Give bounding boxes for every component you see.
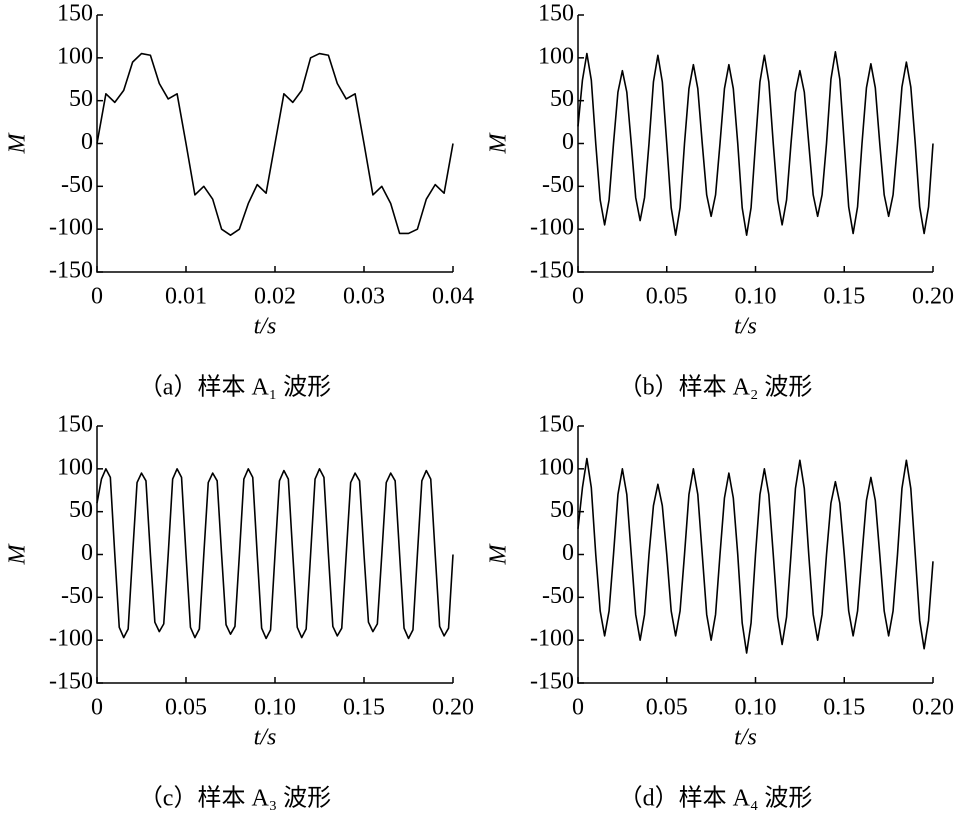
y-tick-label: 100 xyxy=(57,454,93,480)
y-tick-label: 150 xyxy=(57,1,93,27)
x-tick-label: 0.20 xyxy=(912,695,954,721)
x-tick-label: 0.05 xyxy=(646,695,688,721)
y-tick-label: -150 xyxy=(49,669,93,695)
x-tick-label: 0.03 xyxy=(343,284,385,310)
x-axis-label: t/s xyxy=(254,314,277,340)
y-tick-label: 0 xyxy=(81,129,93,155)
y-tick-label: -50 xyxy=(61,172,93,198)
caption: （b）样本 A₂ 波形 xyxy=(619,374,813,401)
y-tick-label: -150 xyxy=(49,258,93,284)
y-tick-label: -150 xyxy=(530,258,574,284)
caption: （d）样本 A₄ 波形 xyxy=(619,785,813,812)
x-tick-label: 0.15 xyxy=(823,284,865,310)
y-tick-label: -150 xyxy=(530,669,574,695)
wave-line xyxy=(577,457,934,654)
x-tick-label: 0.10 xyxy=(254,695,296,721)
y-tick-label: 50 xyxy=(69,86,93,112)
y-tick-label: 50 xyxy=(69,497,93,523)
y-tick-label: -100 xyxy=(530,626,574,652)
x-tick-label: 0.20 xyxy=(912,284,954,310)
x-tick-label: 0.02 xyxy=(254,284,296,310)
x-tick-label: 0 xyxy=(91,284,103,310)
x-axis-label: t/s xyxy=(734,725,757,751)
x-tick-label: 0.05 xyxy=(646,284,688,310)
y-axis-label: M xyxy=(486,543,512,566)
x-tick-label: 0.05 xyxy=(165,695,207,721)
y-tick-label: 150 xyxy=(57,412,93,438)
x-tick-label: 0 xyxy=(572,284,584,310)
x-tick-label: 0.10 xyxy=(735,284,777,310)
y-tick-label: 50 xyxy=(550,86,574,112)
y-tick-label: -100 xyxy=(49,626,93,652)
x-tick-label: 0.15 xyxy=(823,695,865,721)
y-axis-label: M xyxy=(5,132,31,155)
x-tick-label: 0.15 xyxy=(343,695,385,721)
x-axis-label: t/s xyxy=(734,314,757,340)
x-tick-label: 0 xyxy=(91,695,103,721)
x-axis-label: t/s xyxy=(254,725,277,751)
y-tick-label: 100 xyxy=(57,43,93,69)
y-tick-label: -100 xyxy=(49,215,93,241)
x-tick-label: 0.01 xyxy=(165,284,207,310)
wave-line xyxy=(577,51,934,236)
y-tick-label: 0 xyxy=(81,540,93,566)
y-axis-label: M xyxy=(486,132,512,155)
x-tick-label: 0 xyxy=(572,695,584,721)
y-tick-label: -50 xyxy=(542,172,574,198)
y-tick-label: 100 xyxy=(538,43,574,69)
x-tick-label: 0.10 xyxy=(735,695,777,721)
x-tick-label: 0.04 xyxy=(432,284,474,310)
caption: （a）样本 A₁ 波形 xyxy=(139,374,331,401)
y-tick-label: 0 xyxy=(562,129,574,155)
x-tick-label: 0.20 xyxy=(432,695,474,721)
y-tick-label: -50 xyxy=(61,583,93,609)
wave-line xyxy=(96,52,454,236)
y-tick-label: -50 xyxy=(542,583,574,609)
y-tick-label: 100 xyxy=(538,454,574,480)
y-tick-label: -100 xyxy=(530,215,574,241)
y-axis-label: M xyxy=(5,543,31,566)
caption: （c）样本 A₃ 波形 xyxy=(139,785,331,812)
y-tick-label: 150 xyxy=(538,1,574,27)
y-tick-label: 150 xyxy=(538,412,574,438)
y-tick-label: 50 xyxy=(550,497,574,523)
y-tick-label: 0 xyxy=(562,540,574,566)
wave-line xyxy=(96,468,454,640)
